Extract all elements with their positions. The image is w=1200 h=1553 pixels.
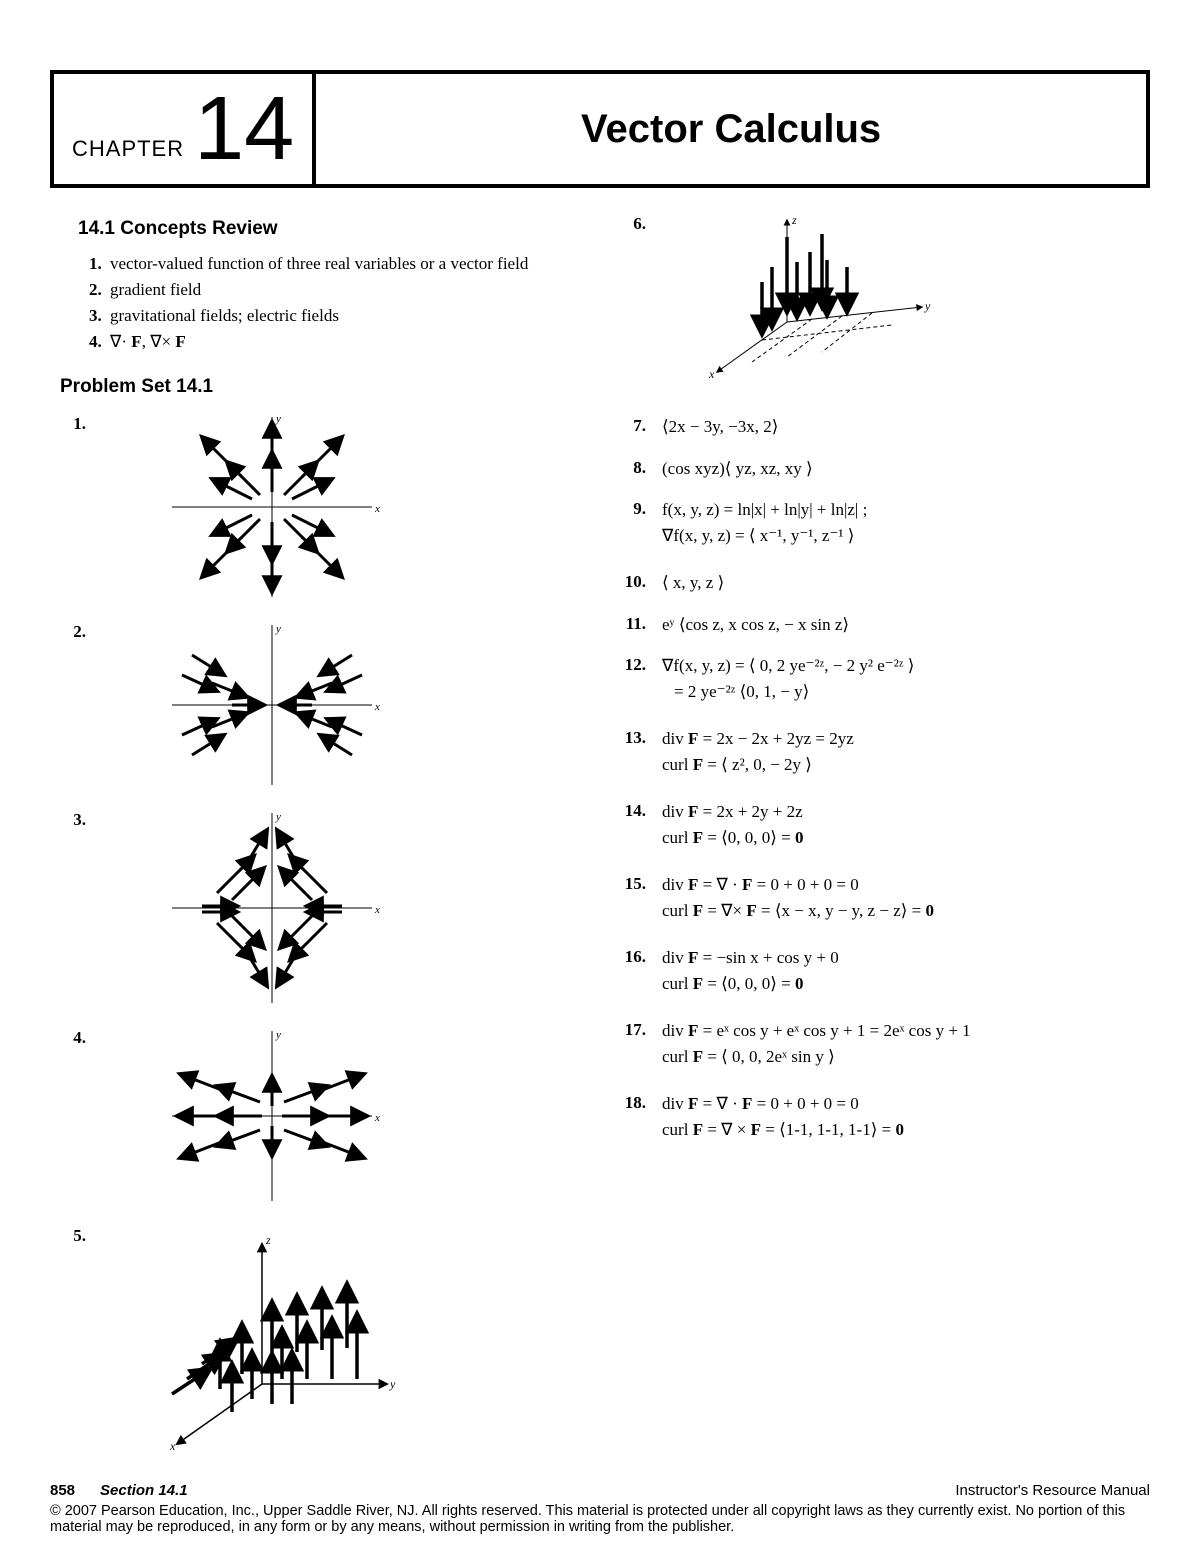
concepts-heading: 14.1 Concepts Review <box>60 218 580 240</box>
content-columns: 14.1 Concepts Review vector-valued funct… <box>50 212 1150 1472</box>
problem-12: 12. ∇f(x, y, z) = ⟨ 0, 2 ye⁻²ᶻ, − 2 y² e… <box>620 653 1140 704</box>
svg-text:x: x <box>169 1439 176 1453</box>
problem-text: div F = 2x + 2y + 2z curl F = ⟨0, 0, 0⟩ … <box>662 799 804 850</box>
vector-field-diagram-3: x y <box>162 808 382 1008</box>
footer-top: 858 Section 14.1 Instructor's Resource M… <box>50 1482 1150 1499</box>
problem-11: 11. eʸ ⟨cos z, x cos z, − x sin z⟩ <box>620 612 1140 638</box>
concept-item: ∇· F, ∇× F <box>106 332 580 352</box>
concept-item: vector-valued function of three real var… <box>106 254 580 274</box>
vector-field-diagram-5: z y x <box>142 1224 402 1454</box>
manual-label: Instructor's Resource Manual <box>955 1482 1150 1499</box>
problem-16: 16. div F = −sin x + cos y + 0 curl F = … <box>620 945 1140 996</box>
problem-text: ⟨ x, y, z ⟩ <box>662 570 724 596</box>
problem-text: div F = −sin x + cos y + 0 curl F = ⟨0, … <box>662 945 839 996</box>
problem-9: 9. f(x, y, z) = ln|x| + ln|y| + ln|z| ; … <box>620 497 1140 548</box>
problem-set-heading: Problem Set 14.1 <box>60 376 580 398</box>
problem-text: div F = ∇ · F = 0 + 0 + 0 = 0 curl F = ∇… <box>662 872 934 923</box>
problem-number: 2. <box>60 620 86 642</box>
page-root: CHAPTER 14 Vector Calculus 14.1 Concepts… <box>0 0 1200 1553</box>
svg-text:y: y <box>275 811 281 823</box>
title-cell: Vector Calculus <box>316 74 1146 184</box>
problem-text: ⟨2x − 3y, −3x, 2⟩ <box>662 414 778 440</box>
problem-14: 14. div F = 2x + 2y + 2z curl F = ⟨0, 0,… <box>620 799 1140 850</box>
chapter-cell: CHAPTER 14 <box>54 74 316 184</box>
problem-13: 13. div F = 2x − 2x + 2yz = 2yz curl F =… <box>620 726 1140 777</box>
svg-text:x: x <box>374 1112 380 1124</box>
problem-text: div F = eˣ cos y + eˣ cos y + 1 = 2eˣ co… <box>662 1018 971 1069</box>
chapter-title: Vector Calculus <box>581 107 881 152</box>
problem-number: 17. <box>620 1018 646 1040</box>
problem-3: 3. <box>60 808 580 1008</box>
right-column: 6. z y x <box>620 212 1140 1472</box>
problem-8: 8. (cos xyz)⟨ yz, xz, xy ⟩ <box>620 456 1140 482</box>
svg-text:x: x <box>708 367 715 381</box>
problem-text: (cos xyz)⟨ yz, xz, xy ⟩ <box>662 456 813 482</box>
problem-number: 13. <box>620 726 646 748</box>
problem-number: 12. <box>620 653 646 675</box>
concept-item: gravitational fields; electric fields <box>106 306 580 326</box>
page-footer: 858 Section 14.1 Instructor's Resource M… <box>50 1482 1150 1535</box>
problem-5: 5. z y x <box>60 1224 580 1454</box>
left-column: 14.1 Concepts Review vector-valued funct… <box>60 212 580 1472</box>
problem-number: 3. <box>60 808 86 830</box>
problem-number: 7. <box>620 414 646 436</box>
svg-text:x: x <box>374 701 380 713</box>
problem-number: 11. <box>620 612 646 634</box>
problem-15: 15. div F = ∇ · F = 0 + 0 + 0 = 0 curl F… <box>620 872 1140 923</box>
problem-number: 10. <box>620 570 646 592</box>
vector-field-diagram-4: x y <box>162 1026 382 1206</box>
problem-number: 16. <box>620 945 646 967</box>
chapter-header: CHAPTER 14 Vector Calculus <box>50 70 1150 188</box>
concepts-list: vector-valued function of three real var… <box>60 254 580 352</box>
problem-number: 4. <box>60 1026 86 1048</box>
problem-number: 14. <box>620 799 646 821</box>
svg-text:y: y <box>389 1377 396 1391</box>
problem-17: 17. div F = eˣ cos y + eˣ cos y + 1 = 2e… <box>620 1018 1140 1069</box>
chapter-number: 14 <box>194 84 294 174</box>
svg-text:x: x <box>374 904 380 916</box>
concept-item: gradient field <box>106 280 580 300</box>
problem-number: 5. <box>60 1224 86 1246</box>
problem-10: 10. ⟨ x, y, z ⟩ <box>620 570 1140 596</box>
vector-field-diagram-1: x y <box>162 412 382 602</box>
chapter-word: CHAPTER <box>72 136 184 162</box>
problem-number: 1. <box>60 412 86 434</box>
problem-number: 9. <box>620 497 646 519</box>
problem-number: 8. <box>620 456 646 478</box>
vector-field-diagram-2: x y <box>162 620 382 790</box>
copyright-text: © 2007 Pearson Education, Inc., Upper Sa… <box>50 1503 1150 1535</box>
problem-number: 6. <box>620 212 646 234</box>
svg-text:y: y <box>924 299 931 313</box>
problem-text: eʸ ⟨cos z, x cos z, − x sin z⟩ <box>662 612 849 638</box>
problem-text: f(x, y, z) = ln|x| + ln|y| + ln|z| ; ∇f(… <box>662 497 867 548</box>
page-number: 858 <box>50 1482 75 1499</box>
problem-7: 7. ⟨2x − 3y, −3x, 2⟩ <box>620 414 1140 440</box>
section-label: Section 14.1 <box>100 1482 188 1499</box>
problem-4: 4. <box>60 1026 580 1206</box>
svg-text:x: x <box>374 503 380 515</box>
problem-text: div F = 2x − 2x + 2yz = 2yz curl F = ⟨ z… <box>662 726 854 777</box>
problem-6: 6. z y x <box>620 212 1140 392</box>
svg-text:y: y <box>275 1029 281 1041</box>
svg-text:z: z <box>791 213 797 227</box>
problem-18: 18. div F = ∇ · F = 0 + 0 + 0 = 0 curl F… <box>620 1091 1140 1142</box>
svg-text:y: y <box>275 623 281 635</box>
problem-1: 1. <box>60 412 580 602</box>
problem-text: div F = ∇ · F = 0 + 0 + 0 = 0 curl F = ∇… <box>662 1091 904 1142</box>
problem-number: 18. <box>620 1091 646 1113</box>
svg-text:z: z <box>265 1233 271 1247</box>
svg-text:y: y <box>275 413 281 425</box>
problem-number: 15. <box>620 872 646 894</box>
problem-text: ∇f(x, y, z) = ⟨ 0, 2 ye⁻²ᶻ, − 2 y² e⁻²ᶻ … <box>662 653 914 704</box>
problem-2: 2. <box>60 620 580 790</box>
vector-field-diagram-6: z y x <box>692 212 952 392</box>
